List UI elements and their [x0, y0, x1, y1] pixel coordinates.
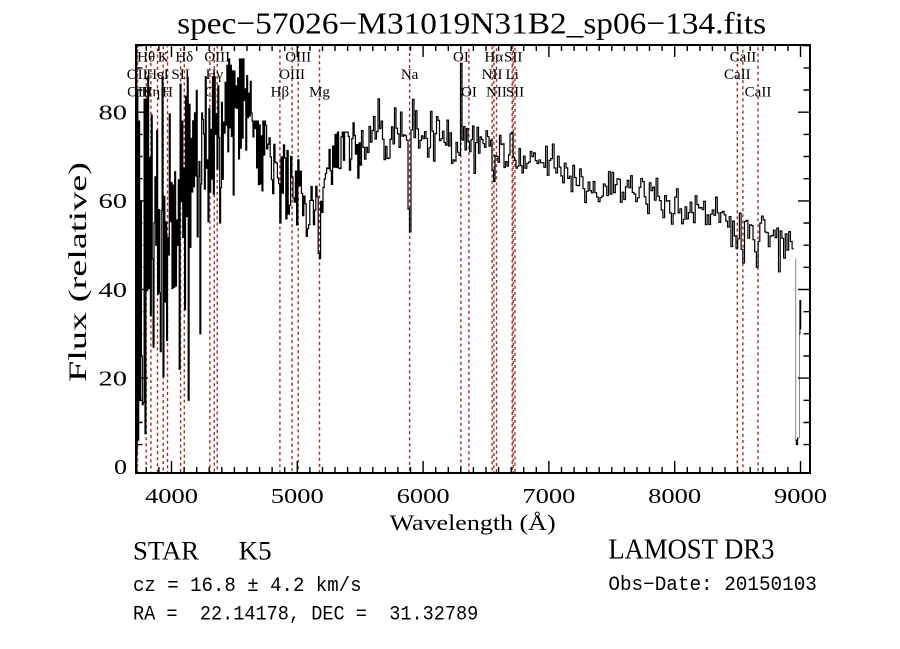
svg-text:Hδ: Hδ [175, 50, 193, 66]
svg-text:H: H [162, 85, 173, 101]
svg-text:Flux (relative): Flux (relative) [65, 162, 92, 382]
svg-text:cz = 16.8 ± 4.2 km/s: cz = 16.8 ± 4.2 km/s [133, 575, 362, 598]
svg-text:9000: 9000 [774, 484, 827, 508]
svg-text:SII: SII [171, 67, 189, 83]
svg-text:LAMOST DR3: LAMOST DR3 [608, 535, 774, 566]
svg-text:STAR: STAR [133, 537, 200, 566]
svg-text:NII: NII [486, 85, 507, 101]
svg-text:OIII: OIII [285, 50, 311, 66]
svg-text:60: 60 [99, 189, 128, 213]
svg-text:K5: K5 [239, 537, 272, 566]
svg-text:Obs−Date: 20150103: Obs−Date: 20150103 [608, 574, 817, 597]
svg-text:8000: 8000 [648, 484, 701, 508]
svg-text:5000: 5000 [271, 484, 324, 508]
svg-text:Mg: Mg [309, 85, 330, 101]
svg-text:20: 20 [99, 366, 128, 390]
svg-text:K: K [158, 50, 169, 66]
svg-text:Hθ: Hθ [137, 50, 155, 66]
svg-text:OII: OII [127, 67, 148, 83]
svg-text:SII: SII [506, 85, 524, 101]
svg-text:OIII: OIII [204, 50, 230, 66]
svg-text:Hη: Hη [142, 85, 161, 101]
svg-text:SII: SII [504, 50, 522, 66]
svg-text:spec−57026−M31019N31B2_sp06−13: spec−57026−M31019N31B2_sp06−134.fits [177, 6, 766, 41]
svg-text:Li: Li [506, 67, 519, 83]
svg-text:CaII: CaII [724, 67, 751, 83]
svg-text:OI: OI [453, 50, 469, 66]
svg-text:Na: Na [401, 67, 419, 83]
svg-text:OI: OI [461, 85, 477, 101]
svg-text:Hα: Hα [485, 50, 504, 66]
svg-text:OII: OII [127, 85, 148, 101]
svg-text:40: 40 [99, 278, 128, 302]
svg-text:RA = 22.14178, DEC = 31.3278: RA = 22.14178, DEC = 31.32789 [133, 604, 478, 627]
svg-text:CaII: CaII [745, 85, 772, 101]
svg-text:80: 80 [99, 101, 128, 125]
svg-text:HeI: HeI [146, 67, 169, 83]
svg-text:0: 0 [114, 455, 127, 479]
svg-text:4000: 4000 [145, 484, 198, 508]
svg-text:7000: 7000 [522, 484, 575, 508]
svg-text:6000: 6000 [397, 484, 450, 508]
svg-text:OIII: OIII [279, 67, 305, 83]
svg-text:Hβ: Hβ [271, 85, 289, 101]
svg-text:Hγ: Hγ [206, 67, 224, 83]
svg-text:NII: NII [482, 67, 503, 83]
svg-text:Wavelength (Å): Wavelength (Å) [390, 510, 556, 535]
svg-text:CaII: CaII [730, 50, 757, 66]
svg-text:G: G [204, 85, 215, 101]
